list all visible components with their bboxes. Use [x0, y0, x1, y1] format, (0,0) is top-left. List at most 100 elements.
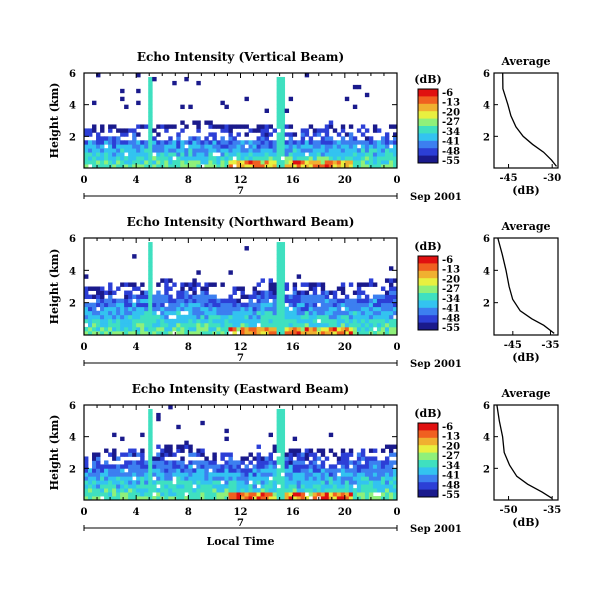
- heatmap-cell: [212, 480, 217, 485]
- heatmap-cell: [328, 448, 334, 453]
- heatmap-cell: [208, 160, 213, 165]
- heatmap-cell: [116, 156, 121, 161]
- heatmap-cell: [308, 286, 314, 291]
- heatmap-cell: [300, 164, 306, 169]
- heatmap-cell: [292, 282, 298, 287]
- heatmap-cell: [324, 310, 330, 316]
- heatmap-cell: [308, 464, 314, 469]
- heatmap-cell: [348, 476, 354, 481]
- heatmap-cell: [244, 488, 249, 493]
- heatmap-cell: [320, 160, 326, 165]
- heatmap-cell: [108, 306, 113, 312]
- heatmap-cell: [132, 492, 137, 497]
- heatmap-cell: [304, 160, 310, 165]
- heatmap-cell: [308, 314, 314, 320]
- heatmap-cell: [348, 164, 354, 169]
- heatmap-cell: [204, 152, 209, 157]
- heatmap-cell: [164, 152, 169, 157]
- heatmap-cell: [200, 310, 205, 316]
- heatmap-cell: [108, 310, 113, 316]
- heatmap-cell: [392, 302, 398, 308]
- heatmap-cell: [92, 326, 97, 332]
- heatmap-cell: [172, 164, 177, 169]
- heatmap-cell: [204, 476, 209, 481]
- average-x-tick-label: -45: [500, 173, 518, 184]
- heatmap-cell: [188, 136, 193, 141]
- heatmap-cell: [268, 452, 273, 457]
- heatmap-cell: [316, 484, 322, 489]
- heatmap-cell: [176, 460, 181, 465]
- heatmap-cell: [212, 492, 217, 497]
- heatmap-cell: [192, 306, 197, 312]
- heatmap-cell: [368, 322, 374, 328]
- heatmap-cell: [92, 128, 97, 133]
- heatmap-cell: [296, 148, 302, 153]
- heatmap-cell: [304, 73, 310, 78]
- heatmap-cell: [136, 314, 141, 320]
- heatmap-cell: [312, 480, 318, 485]
- average-y-tick-label: 4: [483, 266, 490, 277]
- chart-title: Echo Intensity (Vertical Beam): [137, 50, 344, 64]
- heatmap-cell: [364, 310, 370, 316]
- heatmap-cell: [392, 460, 398, 465]
- heatmap-cell: [340, 140, 346, 145]
- heatmap-cell: [176, 488, 181, 493]
- heatmap-cell: [112, 148, 117, 153]
- heatmap-cell: [372, 294, 378, 300]
- heatmap-cell: [152, 326, 157, 332]
- heatmap-cell: [320, 496, 326, 501]
- heatmap-cell: [296, 468, 302, 473]
- colorbar-tick-label: -48: [442, 480, 460, 491]
- heatmap-cell: [124, 330, 129, 336]
- heatmap-cell: [296, 140, 302, 145]
- heatmap-cell: [276, 160, 282, 165]
- heatmap-cell: [276, 148, 282, 153]
- heatmap-cell: [336, 132, 342, 137]
- heatmap-cell: [208, 464, 213, 469]
- heatmap-cell: [272, 298, 278, 304]
- heatmap-cell: [388, 480, 394, 485]
- heatmap-cell: [224, 468, 229, 473]
- heatmap-cell: [284, 464, 290, 469]
- heatmap-cell: [220, 310, 225, 316]
- heatmap-cell: [260, 464, 265, 469]
- heatmap-cell: [312, 148, 318, 153]
- heatmap-cell: [100, 160, 105, 165]
- heatmap-cell: [288, 132, 294, 137]
- heatmap-cell: [200, 144, 205, 149]
- heatmap-cell: [260, 290, 265, 295]
- heatmap-cell: [136, 144, 141, 149]
- heatmap-cell: [164, 124, 169, 129]
- heatmap-cell: [96, 476, 101, 481]
- heatmap-cell: [88, 480, 93, 485]
- heatmap-cell: [288, 448, 294, 453]
- heatmap-cell: [180, 148, 185, 153]
- heatmap-cell: [176, 156, 181, 161]
- heatmap-cell: [176, 480, 181, 485]
- heatmap-cell: [280, 480, 286, 485]
- heatmap-cell: [148, 488, 153, 493]
- heatmap-cell: [232, 488, 237, 493]
- heatmap-cell: [280, 412, 286, 418]
- heatmap-cell: [280, 476, 286, 481]
- heatmap-cell: [388, 298, 394, 304]
- heatmap-cell: [300, 456, 306, 461]
- heatmap-cell: [360, 290, 366, 295]
- heatmap-cell: [224, 148, 229, 153]
- heatmap-cell: [324, 302, 330, 308]
- heatmap-cell: [228, 148, 233, 153]
- heatmap-cell: [164, 322, 169, 328]
- heatmap-cell: [256, 136, 261, 141]
- heatmap-cell: [260, 330, 265, 336]
- heatmap-cell: [232, 144, 237, 149]
- heatmap-cell: [184, 326, 189, 332]
- heatmap-cell: [232, 318, 237, 324]
- heatmap-cell: [268, 468, 273, 473]
- heatmap-cell: [244, 330, 249, 336]
- heatmap-cell: [332, 140, 338, 145]
- heatmap-cell: [120, 144, 125, 149]
- heatmap-cell: [360, 148, 366, 153]
- heatmap-cell: [352, 496, 358, 501]
- heatmap-cell: [148, 148, 153, 153]
- heatmap-cell: [280, 132, 286, 137]
